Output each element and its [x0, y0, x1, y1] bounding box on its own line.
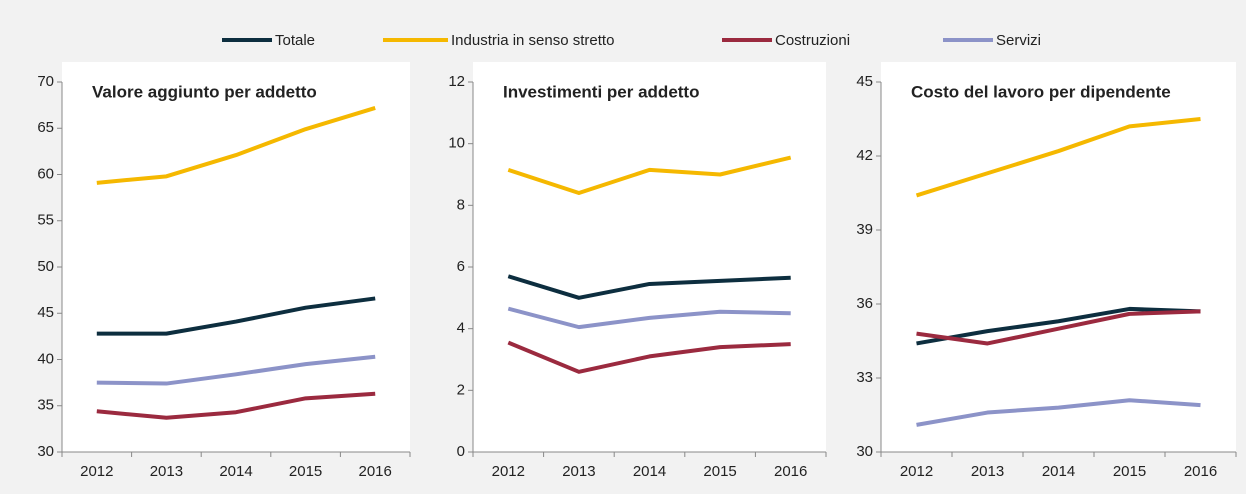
chart-title: Investimenti per addetto — [503, 82, 699, 101]
y-tick-label: 35 — [37, 397, 54, 414]
x-tick-label: 2013 — [971, 463, 1004, 480]
x-tick-label: 2015 — [1113, 463, 1146, 480]
x-tick-label: 2014 — [633, 463, 666, 480]
x-tick-label: 2012 — [80, 463, 113, 480]
x-tick-label: 2012 — [492, 463, 525, 480]
x-tick-label: 2014 — [219, 463, 252, 480]
y-tick-label: 40 — [37, 350, 54, 367]
series-line — [916, 306, 1201, 346]
y-tick-label: 8 — [457, 196, 465, 213]
plot-area — [62, 62, 410, 452]
series-line — [96, 391, 376, 420]
y-tick-label: 39 — [856, 221, 873, 238]
y-tick-label: 4 — [457, 320, 465, 337]
plot-area — [473, 62, 826, 452]
chart-title: Valore aggiunto per addetto — [92, 82, 317, 101]
x-tick-label: 2016 — [1184, 463, 1217, 480]
x-tick-label: 2013 — [562, 463, 595, 480]
y-tick-label: 2 — [457, 381, 465, 398]
x-tick-label: 2013 — [150, 463, 183, 480]
x-tick-label: 2015 — [289, 463, 322, 480]
y-tick-label: 6 — [457, 258, 465, 275]
y-tick-label: 65 — [37, 119, 54, 136]
series-line — [96, 105, 376, 185]
y-tick-label: 0 — [457, 443, 465, 460]
x-tick-label: 2012 — [900, 463, 933, 480]
x-tick-label: 2016 — [359, 463, 392, 480]
y-tick-label: 30 — [37, 443, 54, 460]
series-line — [96, 354, 376, 386]
series-line — [916, 309, 1201, 346]
y-tick-label: 12 — [448, 73, 465, 90]
plot-area — [881, 62, 1236, 452]
y-tick-label: 60 — [37, 165, 54, 182]
legend-label: Servizi — [996, 32, 1041, 49]
x-tick-label: 2016 — [774, 463, 807, 480]
series-line — [507, 155, 792, 195]
chart-title: Costo del lavoro per dipendente — [911, 82, 1171, 101]
series-line — [507, 306, 791, 330]
y-tick-label: 55 — [37, 212, 54, 229]
y-tick-label: 36 — [856, 295, 873, 312]
y-tick-label: 30 — [856, 443, 873, 460]
legend-label: Costruzioni — [775, 32, 850, 49]
series-line — [916, 398, 1201, 427]
series-line — [507, 274, 791, 300]
series-line — [96, 296, 376, 336]
y-tick-label: 33 — [856, 369, 873, 386]
y-tick-label: 42 — [856, 147, 873, 164]
legend-label: Industria in senso stretto — [451, 32, 614, 49]
y-tick-label: 10 — [448, 135, 465, 152]
legend-label: Totale — [275, 32, 315, 49]
series-line — [507, 340, 791, 374]
y-tick-label: 70 — [37, 73, 54, 90]
y-tick-label: 45 — [856, 73, 873, 90]
y-tick-label: 50 — [37, 258, 54, 275]
y-tick-label: 45 — [37, 304, 54, 321]
x-tick-label: 2015 — [703, 463, 736, 480]
x-tick-label: 2014 — [1042, 463, 1075, 480]
series-line — [915, 117, 1201, 198]
